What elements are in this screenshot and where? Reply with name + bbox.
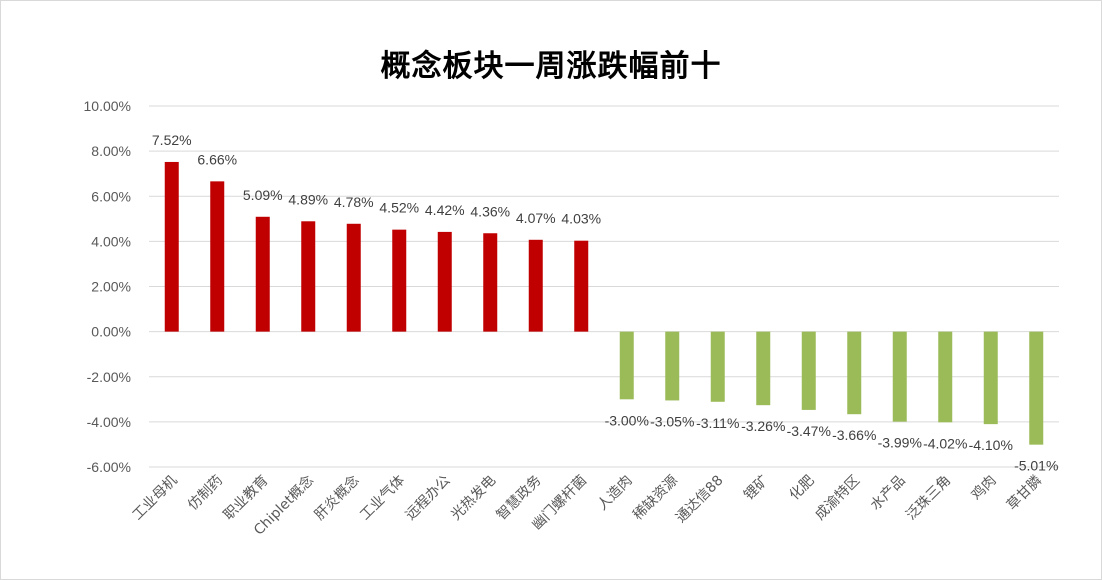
data-label: 4.03%	[561, 211, 601, 227]
data-label: -3.66%	[832, 427, 876, 443]
bar	[483, 233, 498, 332]
category-label: 锂矿	[741, 473, 772, 504]
category-label: 远程办公	[403, 473, 454, 524]
bars	[164, 161, 1044, 445]
bar	[210, 181, 225, 332]
y-axis-ticks: 10.00% 8.00% 6.00% 4.00% 2.00% 0.00% -2.00% -4.…	[84, 98, 131, 475]
y-tick-label: -2.00%	[87, 369, 131, 385]
data-label: -3.00%	[605, 412, 649, 428]
category-label: 工业气体	[357, 473, 408, 524]
bar	[665, 331, 680, 401]
y-tick-label: -6.00%	[87, 459, 131, 475]
bar	[164, 161, 179, 332]
category-label: 通达信88	[673, 473, 727, 527]
data-label: 4.89%	[288, 191, 328, 207]
category-label: 鸡肉	[968, 472, 1000, 504]
category-label: 草甘膦	[1004, 473, 1045, 514]
bar	[301, 221, 316, 332]
category-label: 仿制药	[185, 473, 226, 514]
data-label: 4.36%	[470, 203, 510, 219]
bar	[847, 331, 862, 415]
category-labels: 工业母机 仿制药职业教育Chiplet概念肝炎概念工业气体远程办公光热发电智慧政务…	[130, 472, 1045, 539]
bar	[437, 231, 452, 332]
y-tick-label: -4.00%	[87, 414, 131, 430]
data-label: -3.99%	[878, 435, 922, 451]
data-label: -3.11%	[696, 415, 739, 431]
bar	[892, 331, 907, 422]
bar	[710, 331, 725, 402]
y-tick-label: 10.00%	[84, 98, 131, 114]
data-label: 5.09%	[243, 187, 283, 203]
bar	[983, 331, 998, 425]
data-label: -3.05%	[650, 413, 694, 429]
category-label: 泛珠三角	[903, 473, 954, 524]
bar	[255, 216, 270, 332]
y-tick-label: 2.00%	[91, 279, 131, 295]
category-label: 成渝特区	[812, 473, 863, 524]
data-label: -4.10%	[969, 437, 1013, 453]
category-label: 肝炎概念	[311, 472, 363, 524]
bar	[756, 331, 771, 406]
bar	[392, 229, 407, 332]
bar	[801, 331, 816, 410]
data-label: 4.78%	[334, 194, 374, 210]
data-label: 4.52%	[379, 200, 419, 216]
y-tick-label: 0.00%	[91, 324, 131, 340]
category-label: 人造肉	[595, 473, 636, 514]
bar	[528, 239, 543, 332]
y-tick-label: 6.00%	[91, 188, 131, 204]
gridlines	[149, 105, 1059, 468]
bar	[938, 331, 953, 423]
bar	[1029, 331, 1044, 445]
data-labels: 7.52% 6.66% 5.09% 4.89% 4.78% 4.52% 4.42% 4.36%…	[152, 132, 1059, 474]
y-tick-label: 4.00%	[91, 233, 131, 249]
data-label: 6.66%	[197, 151, 237, 167]
category-label: 光热发电	[448, 473, 499, 524]
bar	[346, 223, 361, 332]
data-label: 4.42%	[425, 202, 465, 218]
category-label: 化肥	[786, 473, 817, 504]
data-label: -5.01%	[1014, 458, 1058, 474]
category-label: 工业母机	[130, 473, 181, 524]
bar	[619, 331, 634, 400]
y-tick-label: 8.00%	[91, 143, 131, 159]
data-label: -4.02%	[923, 435, 967, 451]
data-label: -3.47%	[787, 423, 831, 439]
chart-title: 概念板块一周涨跌幅前十	[380, 49, 722, 84]
category-label: 水产品	[868, 473, 909, 514]
data-label: 7.52%	[152, 132, 192, 148]
data-label: -3.26%	[741, 418, 785, 434]
data-label: 4.07%	[516, 210, 556, 226]
bar	[574, 240, 589, 332]
